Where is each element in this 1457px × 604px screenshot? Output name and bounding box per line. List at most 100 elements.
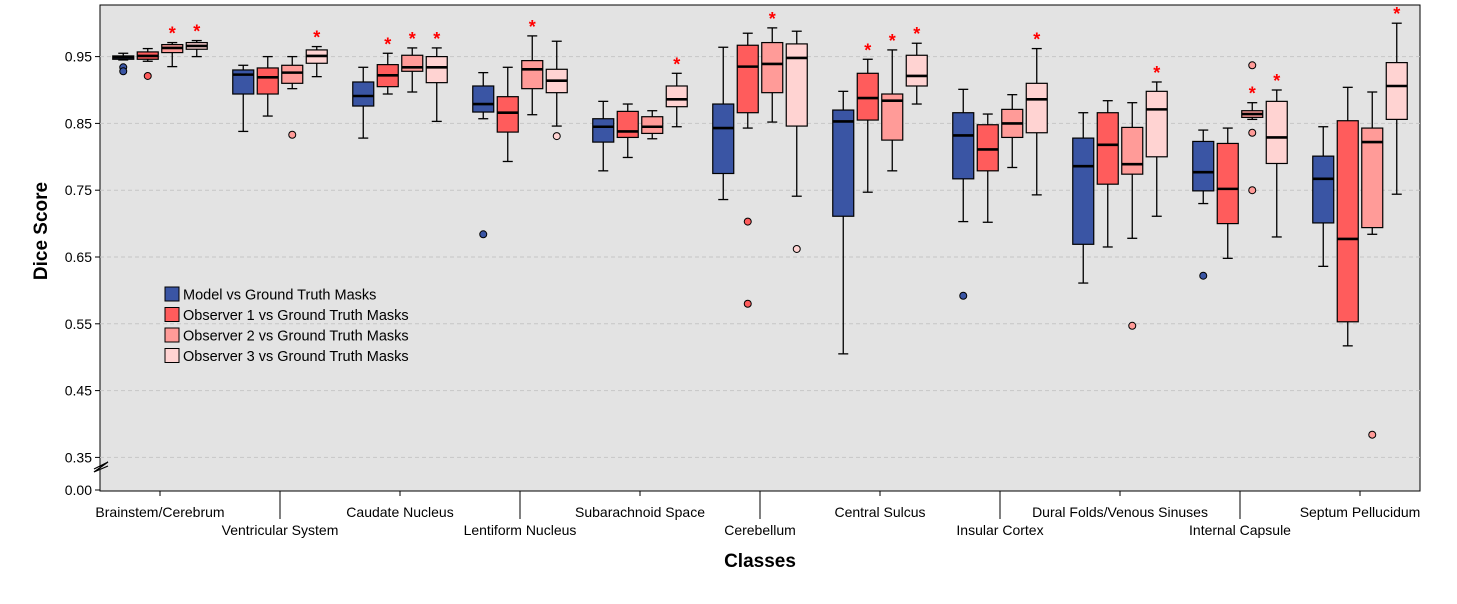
x-tick-label: Insular Cortex	[956, 522, 1043, 538]
box-iqr	[1216, 142, 1239, 225]
box-iqr	[785, 43, 808, 127]
outlier-point	[143, 71, 152, 80]
x-tick-label: Caudate Nucleus	[346, 504, 453, 520]
legend-label: Observer 1 vs Ground Truth Masks	[183, 308, 409, 324]
legend-swatch	[164, 327, 180, 343]
box-iqr	[592, 118, 615, 143]
box: *	[1385, 4, 1408, 195]
box-iqr	[952, 112, 975, 180]
significance-star: *	[913, 24, 920, 44]
box: *	[401, 29, 424, 93]
box: *	[1025, 30, 1048, 196]
significance-star: *	[1273, 71, 1280, 91]
significance-star: *	[433, 29, 440, 49]
x-tick-label: Subarachnoid Space	[575, 504, 705, 520]
box-iqr	[472, 85, 495, 113]
box	[1001, 94, 1024, 169]
box-iqr	[425, 55, 448, 84]
box: *	[1265, 71, 1288, 238]
box	[496, 66, 519, 163]
box	[281, 55, 304, 139]
significance-star: *	[769, 9, 776, 29]
significance-star: *	[1153, 63, 1160, 83]
box-iqr	[856, 72, 879, 121]
box	[712, 46, 735, 201]
y-tick-label: 0.95	[65, 49, 92, 65]
significance-star: *	[889, 31, 896, 51]
box-iqr	[665, 85, 688, 108]
y-tick-label: 0.00	[65, 482, 92, 498]
box-iqr	[281, 64, 304, 84]
significance-star: *	[169, 24, 176, 44]
box	[976, 113, 999, 223]
y-tick-label: 0.85	[65, 115, 92, 131]
box-iqr	[905, 54, 928, 87]
box: *	[1145, 63, 1168, 217]
y-axis: 0.00 0.35 0.45 0.55 0.65 0.75 0.85 0.95	[65, 49, 109, 498]
box: *	[376, 34, 399, 95]
box: *	[905, 24, 928, 105]
x-tick-label: Cerebellum	[724, 522, 796, 538]
box: *	[185, 22, 208, 58]
x-tick-label: Septum Pellucidum	[1300, 504, 1421, 520]
box	[616, 103, 639, 159]
box	[832, 90, 855, 355]
x-tick-label: Brainstem/Cerebrum	[95, 504, 224, 520]
box: *	[161, 24, 184, 68]
box-iqr	[976, 124, 999, 172]
axis-break-icon	[93, 461, 109, 473]
legend-label: Observer 2 vs Ground Truth Masks	[183, 329, 409, 345]
x-tick-label: Central Sulcus	[834, 504, 925, 520]
box-iqr	[736, 44, 759, 114]
box-iqr	[1265, 100, 1288, 165]
box-iqr	[761, 41, 784, 94]
box	[641, 110, 664, 140]
significance-star: *	[529, 17, 536, 37]
box	[736, 32, 759, 308]
box	[256, 55, 279, 117]
box-iqr	[1072, 137, 1095, 245]
box	[352, 66, 375, 139]
x-axis: Brainstem/Cerebrum Ventricular System Caud…	[95, 491, 1420, 538]
y-tick-label: 0.75	[65, 182, 92, 198]
outlier-point	[1248, 186, 1257, 195]
box: *	[665, 54, 688, 128]
outlier-point	[1199, 271, 1208, 280]
box-iqr	[1312, 155, 1335, 224]
box-iqr	[881, 93, 904, 141]
x-tick-label: Internal Capsule	[1189, 522, 1291, 538]
legend-swatch	[164, 307, 180, 322]
box-iqr	[1361, 127, 1384, 229]
legend-swatch	[164, 286, 180, 302]
box: *	[305, 28, 328, 78]
significance-star: *	[1393, 4, 1400, 24]
box	[1192, 129, 1215, 280]
significance-star: *	[384, 34, 391, 54]
outlier-point	[1368, 430, 1377, 439]
box-iqr	[352, 81, 375, 107]
significance-star: *	[673, 54, 680, 74]
box-iqr	[616, 110, 639, 139]
legend-label: Model vs Ground Truth Masks	[183, 288, 376, 304]
box-iqr	[1025, 82, 1048, 134]
box: *	[1241, 61, 1264, 195]
box	[1312, 126, 1335, 268]
box-iqr	[496, 96, 519, 133]
significance-star: *	[864, 40, 871, 60]
box	[1336, 86, 1359, 347]
y-axis-title: Dice Score	[31, 182, 52, 280]
box-iqr	[1121, 126, 1144, 175]
box	[112, 52, 135, 76]
box	[232, 64, 255, 133]
box-iqr	[1385, 62, 1408, 120]
box-iqr	[1336, 120, 1359, 323]
box	[785, 30, 808, 253]
outlier-point	[959, 291, 968, 300]
legend-label: Observer 3 vs Ground Truth Masks	[183, 349, 409, 365]
y-tick-label: 0.45	[65, 383, 92, 399]
x-tick-label: Lentiform Nucleus	[464, 522, 577, 538]
x-tick-label: Ventricular System	[222, 522, 339, 538]
box: *	[521, 17, 544, 116]
significance-star: *	[193, 22, 200, 42]
